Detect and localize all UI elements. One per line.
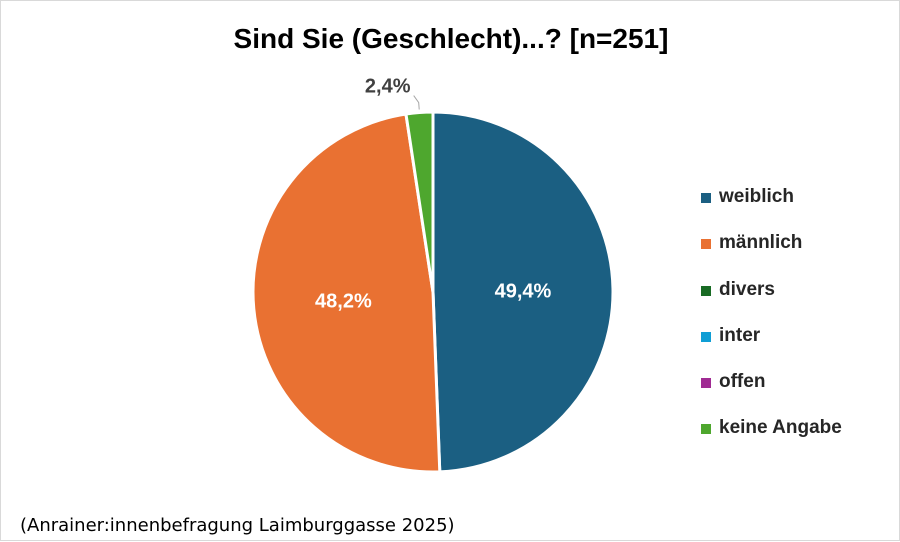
leader-line-keine-angabe — [413, 95, 420, 110]
legend-label: divers — [719, 278, 775, 300]
chart-title: Sind Sie (Geschlecht)...? [n=251] — [233, 23, 669, 54]
legend-label: weiblich — [719, 186, 794, 207]
legend-item-weiblich: weiblich — [701, 186, 842, 232]
legend-swatch — [701, 193, 711, 203]
legend-swatch — [701, 239, 711, 250]
pie-slice-weiblich — [431, 110, 615, 474]
data-label-maennlich: 48,2% — [315, 290, 372, 312]
legend-item-keine-angabe: keine Angabe — [701, 417, 842, 463]
legend-label: keine Angabe — [719, 417, 842, 439]
data-label-keine-angabe: 2,4% — [365, 76, 411, 98]
legend-item-maennlich: männlich — [701, 232, 842, 278]
legend-item-divers: divers — [701, 279, 842, 325]
legend-swatch — [701, 424, 711, 435]
data-label-weiblich: 49,4% — [495, 280, 552, 302]
legend-swatch — [701, 378, 711, 389]
legend-label: offen — [719, 371, 766, 393]
source-note: (Anrainer:innenbefragung Laimburggasse 2… — [20, 515, 455, 536]
pie-slice-maennlich — [251, 112, 442, 474]
legend-swatch — [701, 285, 711, 296]
legend-label: männlich — [719, 232, 803, 254]
legend-swatch — [701, 331, 711, 342]
pie-slice-keine-angabe — [404, 110, 435, 294]
legend-item-inter: inter — [701, 325, 842, 371]
legend-label: inter — [719, 324, 761, 346]
chart-legend: weiblich männlich divers inter offen keine An… — [701, 186, 842, 464]
legend-item-offen: offen — [701, 371, 842, 417]
